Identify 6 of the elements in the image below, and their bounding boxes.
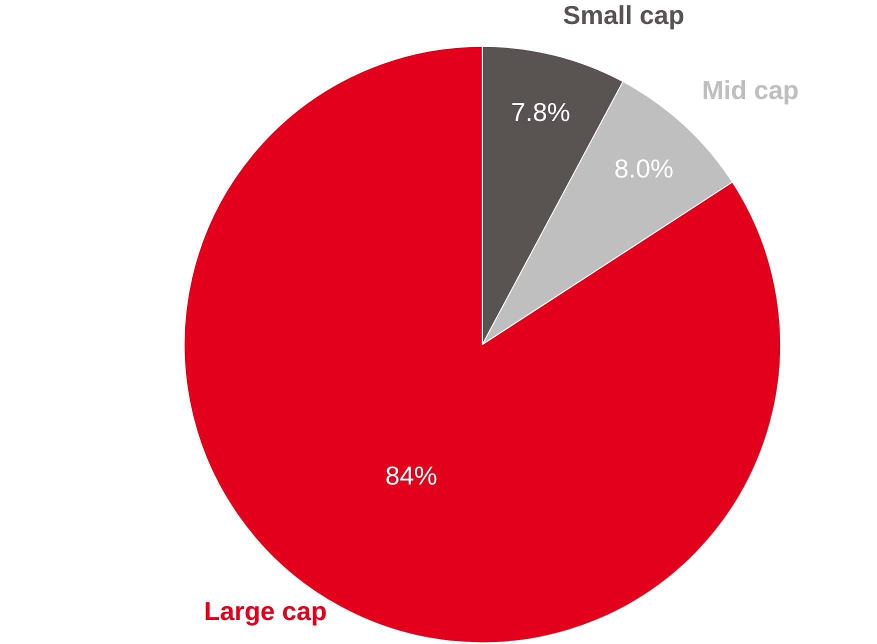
slice-label: Large cap bbox=[204, 596, 327, 626]
data-label: 8.0% bbox=[614, 154, 674, 184]
slice-label: Mid cap bbox=[702, 75, 799, 105]
slice-label: Small cap bbox=[563, 0, 684, 30]
data-label: 84% bbox=[385, 460, 438, 491]
data-label: 7.8% bbox=[511, 96, 570, 127]
